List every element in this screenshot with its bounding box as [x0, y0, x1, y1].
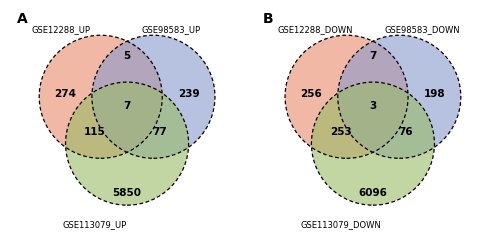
- Text: 239: 239: [178, 89, 200, 99]
- Text: B: B: [263, 12, 274, 26]
- Text: GSE98583_UP: GSE98583_UP: [142, 25, 201, 34]
- Text: 253: 253: [330, 127, 351, 137]
- Text: 274: 274: [54, 89, 76, 99]
- Circle shape: [92, 35, 215, 158]
- Text: A: A: [17, 12, 28, 26]
- Circle shape: [39, 35, 162, 158]
- Text: 3: 3: [370, 101, 376, 110]
- Text: GSE98583_DOWN: GSE98583_DOWN: [384, 25, 460, 34]
- Text: GSE12288_DOWN: GSE12288_DOWN: [278, 25, 353, 34]
- Text: 6096: 6096: [358, 188, 388, 198]
- Text: GSE113079_UP: GSE113079_UP: [62, 220, 127, 229]
- Text: 256: 256: [300, 89, 322, 99]
- Circle shape: [285, 35, 408, 158]
- Text: 77: 77: [152, 127, 166, 137]
- Text: 7: 7: [124, 101, 131, 110]
- Text: 198: 198: [424, 89, 446, 99]
- Text: GSE113079_DOWN: GSE113079_DOWN: [300, 220, 381, 229]
- Circle shape: [312, 82, 434, 205]
- Text: 115: 115: [84, 127, 106, 137]
- Text: 5: 5: [124, 51, 130, 61]
- Text: 5850: 5850: [112, 188, 142, 198]
- Text: 76: 76: [398, 127, 412, 137]
- Circle shape: [338, 35, 461, 158]
- Text: GSE12288_UP: GSE12288_UP: [32, 25, 91, 34]
- Circle shape: [66, 82, 188, 205]
- Text: 7: 7: [369, 51, 376, 61]
